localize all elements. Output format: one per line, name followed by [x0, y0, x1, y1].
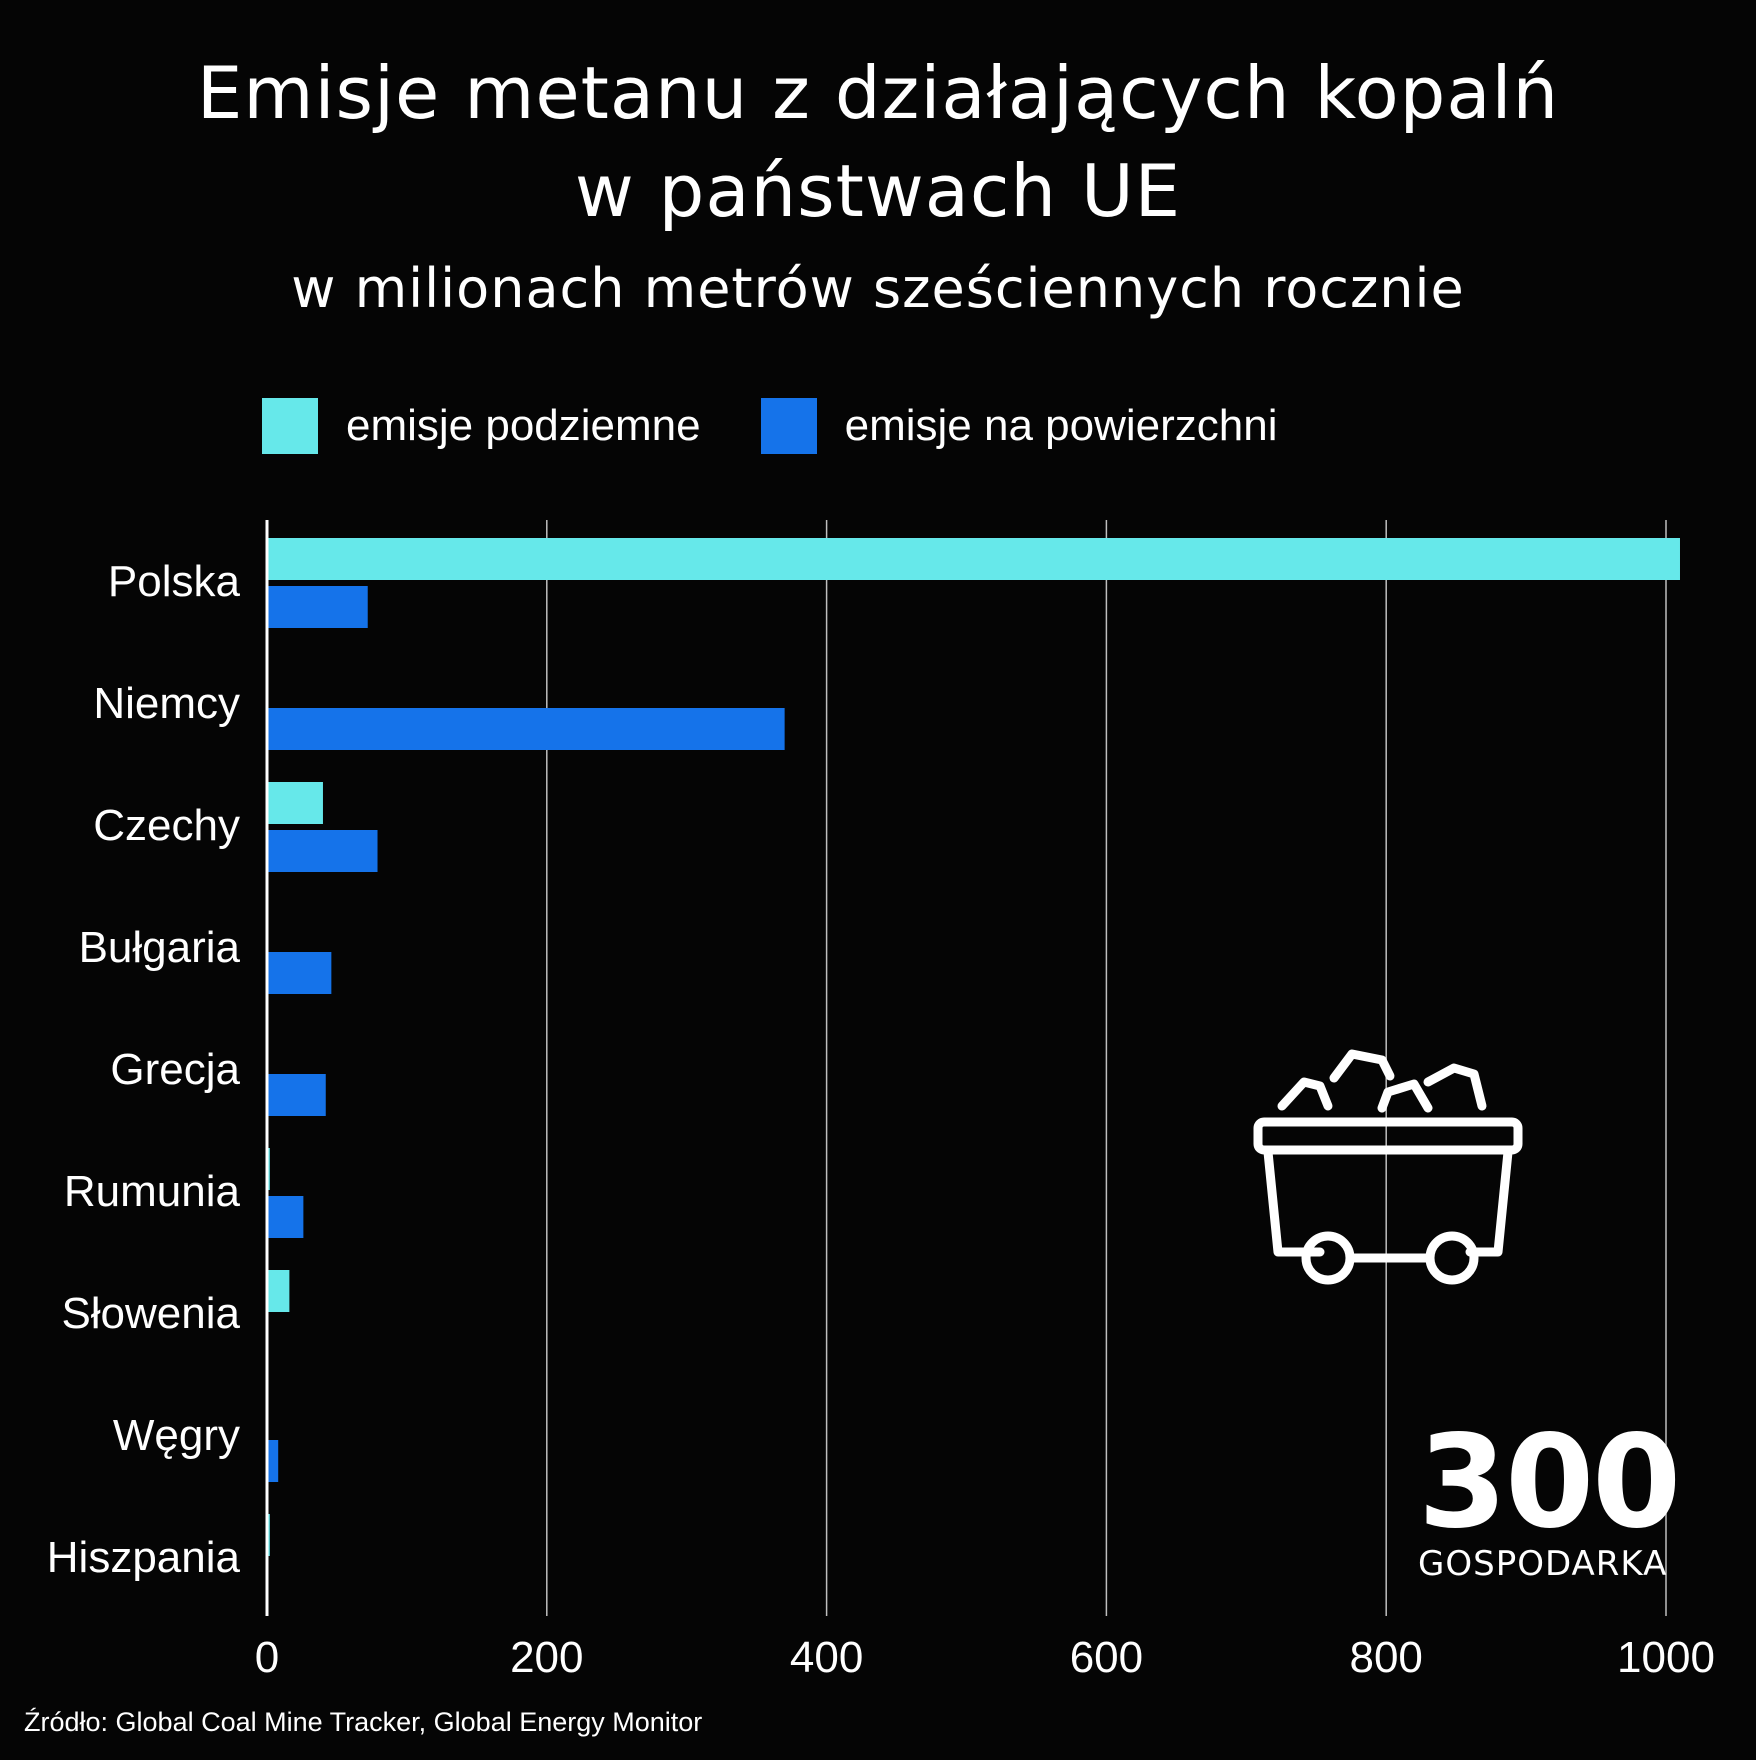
- x-tick-label: 800: [1349, 1633, 1422, 1682]
- legend-swatch-underground: [262, 398, 318, 454]
- x-tick-label: 400: [790, 1633, 863, 1682]
- bar: [267, 538, 1680, 580]
- brand-logo: 300 GOSPODARKA: [1418, 1418, 1708, 1586]
- bar: [267, 830, 378, 872]
- x-tick-label: 0: [255, 1633, 279, 1682]
- source-note: Źródło: Global Coal Mine Tracker, Global…: [24, 1707, 703, 1737]
- category-label: Hiszpania: [47, 1533, 241, 1582]
- bar: [267, 586, 368, 628]
- legend-label-underground: emisje podziemne: [346, 401, 701, 450]
- bar: [267, 1196, 304, 1238]
- bar: [267, 1270, 290, 1312]
- x-tick-label: 1000: [1617, 1633, 1715, 1682]
- bar: [267, 952, 332, 994]
- bar: [267, 708, 785, 750]
- chart-legend: emisje podziemne emisje na powierzchni: [262, 396, 1338, 456]
- legend-swatch-surface: [760, 398, 817, 454]
- bar: [267, 1074, 326, 1116]
- category-label: Czechy: [93, 801, 240, 850]
- legend-item-underground: emisje podziemne: [262, 398, 701, 454]
- x-tick-label: 600: [1070, 1633, 1143, 1682]
- category-label: Niemcy: [93, 679, 240, 728]
- x-tick-label: 200: [510, 1633, 583, 1682]
- category-label: Węgry: [113, 1411, 240, 1460]
- legend-label-surface: emisje na powierzchni: [844, 401, 1278, 450]
- category-label: Polska: [108, 557, 241, 606]
- mine-cart-icon: [1253, 1049, 1523, 1285]
- chart-title-line1: Emisje metanu z działających kopalń: [196, 51, 1560, 135]
- bar: [267, 1440, 279, 1482]
- logo-word: GOSPODARKA: [1418, 1544, 1668, 1584]
- legend-item-surface: emisje na powierzchni: [760, 398, 1278, 454]
- category-label: Bułgaria: [79, 923, 241, 972]
- category-label: Grecja: [110, 1045, 240, 1094]
- category-label: Rumunia: [64, 1167, 241, 1216]
- bar: [267, 782, 323, 824]
- category-label: Słowenia: [61, 1289, 240, 1338]
- logo-number: 300: [1418, 1408, 1681, 1557]
- chart-title-line2: w państwach UE: [574, 149, 1182, 233]
- chart-subtitle: w milionach metrów sześciennych rocznie: [291, 257, 1465, 320]
- chart-title: Emisje metanu z działających kopalń w pa…: [0, 44, 1756, 240]
